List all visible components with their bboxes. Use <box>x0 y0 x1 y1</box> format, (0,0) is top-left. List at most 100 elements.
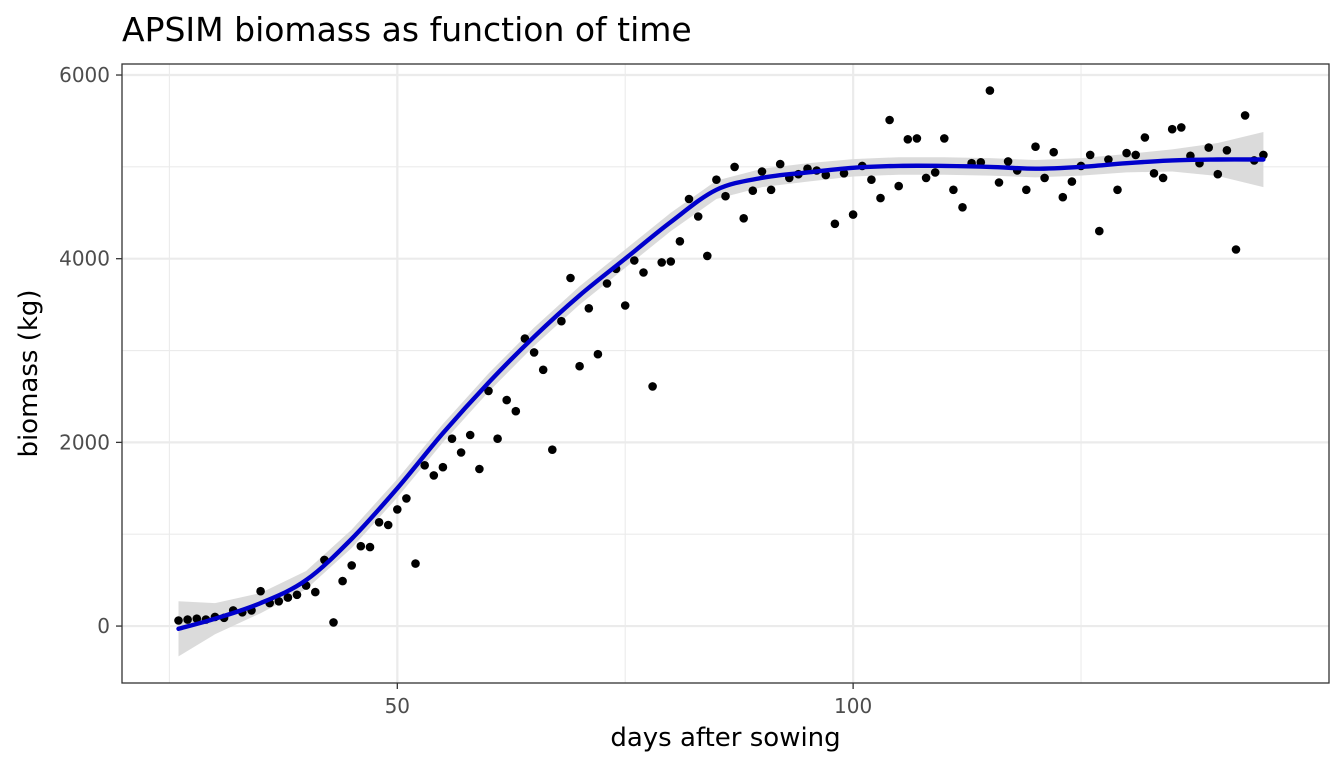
data-point <box>429 471 439 480</box>
data-point <box>374 518 384 527</box>
chart-title: APSIM biomass as function of time <box>122 10 692 49</box>
data-point <box>1049 147 1058 157</box>
data-point <box>1095 226 1104 236</box>
data-point <box>283 593 293 602</box>
data-point <box>775 159 785 169</box>
data-point <box>839 169 849 178</box>
data-point <box>657 258 666 267</box>
data-point <box>1003 157 1013 166</box>
data-point <box>484 386 493 396</box>
data-point <box>885 115 894 125</box>
data-point <box>693 212 703 221</box>
data-point <box>338 576 347 586</box>
data-point <box>930 168 940 177</box>
data-point <box>639 268 648 277</box>
data-point <box>584 304 594 313</box>
data-point <box>1067 177 1077 186</box>
data-point <box>347 561 357 570</box>
data-point <box>365 542 375 552</box>
data-point <box>903 135 913 144</box>
data-point <box>940 134 949 143</box>
data-point <box>894 181 903 191</box>
data-point <box>566 273 575 283</box>
data-point <box>1140 133 1150 142</box>
x-tick-label: 50 <box>385 694 410 718</box>
data-point <box>1158 173 1168 183</box>
data-point <box>1122 148 1131 158</box>
data-point <box>830 219 840 229</box>
data-point <box>1022 185 1031 195</box>
data-point <box>456 448 466 457</box>
data-point <box>1040 173 1049 183</box>
data-point <box>602 279 612 288</box>
data-point <box>575 361 584 371</box>
data-point <box>1259 150 1268 160</box>
data-point <box>1113 185 1122 195</box>
data-point <box>311 587 320 597</box>
data-point <box>867 175 876 184</box>
data-point <box>748 186 758 195</box>
data-point <box>994 178 1004 187</box>
data-point <box>1131 150 1140 160</box>
data-point <box>593 349 603 359</box>
data-point <box>1031 142 1040 151</box>
data-point <box>548 445 557 455</box>
data-point <box>174 616 183 625</box>
y-tick-label: 6000 <box>59 63 110 87</box>
data-point <box>985 86 995 95</box>
data-point <box>876 193 885 203</box>
data-point <box>958 203 967 212</box>
data-point <box>1213 169 1223 179</box>
data-point <box>402 494 411 503</box>
data-points <box>174 86 1268 627</box>
data-point <box>329 618 338 627</box>
data-point <box>393 505 402 514</box>
data-point <box>1204 143 1213 152</box>
data-point <box>475 464 484 474</box>
grid-lines <box>122 64 1329 683</box>
y-tick-label: 4000 <box>59 247 110 271</box>
data-point <box>511 406 521 416</box>
data-point <box>721 191 730 201</box>
data-point <box>712 175 721 184</box>
data-point <box>502 395 512 405</box>
data-point <box>620 301 630 310</box>
data-point <box>465 430 475 440</box>
x-tick-label: 100 <box>834 694 872 718</box>
data-point <box>256 586 265 596</box>
data-point <box>1167 124 1177 134</box>
data-point <box>648 382 657 391</box>
data-point <box>630 256 639 265</box>
data-point <box>684 194 694 204</box>
data-point <box>411 559 420 568</box>
data-point <box>1240 111 1250 120</box>
data-point <box>529 348 539 357</box>
data-point <box>666 257 676 266</box>
data-point <box>383 520 393 530</box>
data-point <box>949 185 958 195</box>
data-point <box>1104 155 1113 164</box>
data-point <box>493 434 502 444</box>
data-point <box>766 185 776 195</box>
x-axis-title: days after sowing <box>610 723 840 753</box>
panel-border <box>121 63 1330 684</box>
smooth-line-layer <box>176 157 1266 631</box>
data-point <box>1231 245 1241 254</box>
data-point <box>183 615 192 624</box>
data-point <box>274 597 284 606</box>
data-point <box>1085 150 1095 160</box>
data-point <box>292 590 302 600</box>
data-point <box>675 237 685 246</box>
data-point <box>703 251 712 261</box>
data-point <box>1149 169 1159 178</box>
data-point <box>1177 123 1186 132</box>
data-point <box>730 162 739 172</box>
data-point <box>438 462 448 472</box>
data-point <box>1058 192 1068 202</box>
data-point <box>420 461 430 470</box>
data-point <box>821 170 831 180</box>
data-point <box>538 365 548 375</box>
data-point <box>356 541 366 551</box>
data-point <box>848 210 858 219</box>
